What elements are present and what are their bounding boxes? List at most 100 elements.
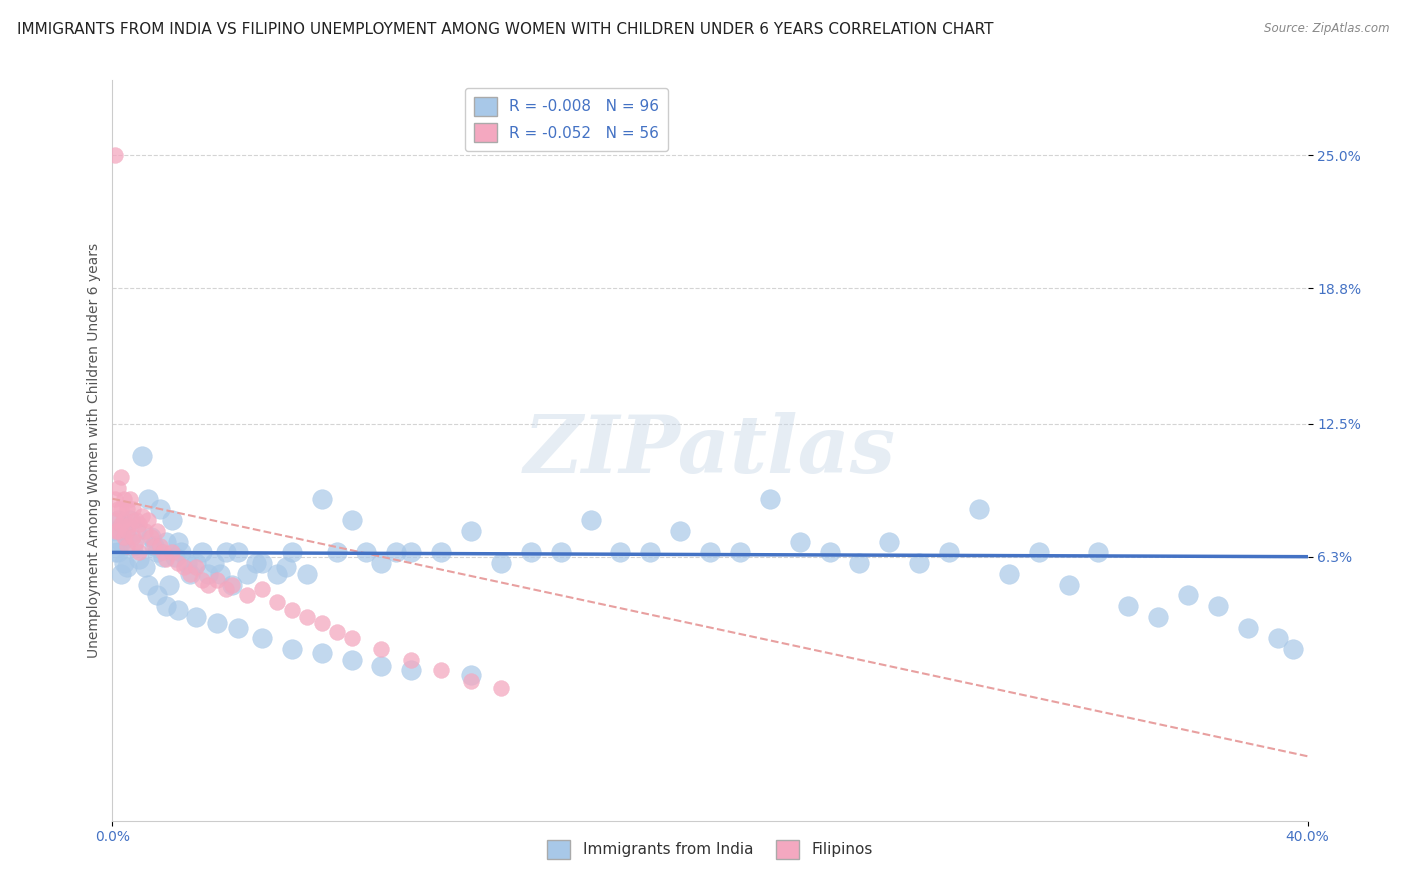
Point: [143, 539, 166, 553]
Point: [120, 491, 142, 506]
Point: [209, 566, 232, 581]
Point: [117, 502, 139, 516]
Point: [385, 545, 408, 559]
Point: [104, 545, 127, 559]
Point: [340, 632, 363, 646]
Point: [146, 588, 169, 602]
Point: [157, 577, 180, 591]
Point: [125, 534, 148, 549]
Point: [245, 556, 267, 570]
Point: [114, 530, 135, 544]
Point: [117, 539, 139, 553]
Point: [236, 588, 259, 602]
Point: [186, 560, 208, 574]
Point: [155, 599, 177, 613]
Point: [938, 545, 960, 559]
Point: [146, 524, 169, 538]
Point: [104, 491, 127, 506]
Point: [998, 566, 1021, 581]
Point: [141, 530, 163, 544]
Point: [107, 502, 129, 516]
Point: [197, 577, 219, 591]
Point: [1087, 545, 1109, 559]
Point: [122, 539, 145, 553]
Point: [295, 566, 318, 581]
Point: [131, 508, 153, 523]
Point: [221, 577, 243, 591]
Point: [489, 556, 512, 570]
Point: [107, 524, 129, 538]
Point: [311, 491, 333, 506]
Point: [460, 524, 482, 538]
Point: [226, 545, 249, 559]
Point: [640, 545, 662, 559]
Point: [1057, 577, 1080, 591]
Point: [128, 545, 150, 559]
Point: [699, 545, 721, 559]
Point: [197, 566, 219, 581]
Point: [215, 545, 238, 559]
Point: [125, 524, 148, 538]
Point: [186, 609, 208, 624]
Point: [155, 551, 177, 566]
Point: [250, 582, 273, 596]
Point: [250, 632, 273, 646]
Point: [138, 577, 160, 591]
Point: [128, 551, 150, 566]
Point: [1118, 599, 1140, 613]
Point: [226, 620, 249, 634]
Point: [107, 513, 129, 527]
Point: [138, 513, 160, 527]
Point: [125, 513, 148, 527]
Point: [114, 556, 135, 570]
Point: [281, 545, 304, 559]
Point: [122, 530, 145, 544]
Point: [122, 502, 145, 516]
Point: [120, 513, 142, 527]
Point: [325, 624, 347, 639]
Text: IMMIGRANTS FROM INDIA VS FILIPINO UNEMPLOYMENT AMONG WOMEN WITH CHILDREN UNDER 6: IMMIGRANTS FROM INDIA VS FILIPINO UNEMPL…: [17, 22, 994, 37]
Point: [152, 549, 174, 564]
Point: [104, 513, 127, 527]
Point: [1281, 642, 1303, 657]
Point: [340, 513, 363, 527]
Point: [110, 470, 132, 484]
Point: [179, 566, 201, 581]
Point: [173, 560, 195, 574]
Point: [176, 556, 198, 570]
Point: [250, 556, 273, 570]
Point: [120, 517, 142, 532]
Point: [266, 595, 288, 609]
Point: [908, 556, 931, 570]
Point: [104, 148, 127, 162]
Point: [1206, 599, 1229, 613]
Point: [117, 560, 139, 574]
Point: [848, 556, 870, 570]
Point: [117, 530, 139, 544]
Point: [430, 664, 453, 678]
Point: [134, 560, 156, 574]
Point: [146, 545, 169, 559]
Point: [370, 556, 392, 570]
Point: [141, 530, 163, 544]
Point: [879, 534, 901, 549]
Point: [131, 449, 153, 463]
Point: [138, 491, 160, 506]
Point: [165, 549, 187, 564]
Point: [167, 556, 190, 570]
Point: [191, 545, 214, 559]
Point: [152, 545, 174, 559]
Point: [162, 545, 183, 559]
Point: [155, 534, 177, 549]
Point: [205, 616, 228, 631]
Point: [460, 667, 482, 681]
Point: [202, 556, 225, 570]
Point: [759, 491, 782, 506]
Point: [818, 545, 841, 559]
Point: [609, 545, 631, 559]
Point: [295, 609, 318, 624]
Point: [789, 534, 811, 549]
Point: [215, 582, 238, 596]
Point: [170, 545, 193, 559]
Point: [311, 616, 333, 631]
